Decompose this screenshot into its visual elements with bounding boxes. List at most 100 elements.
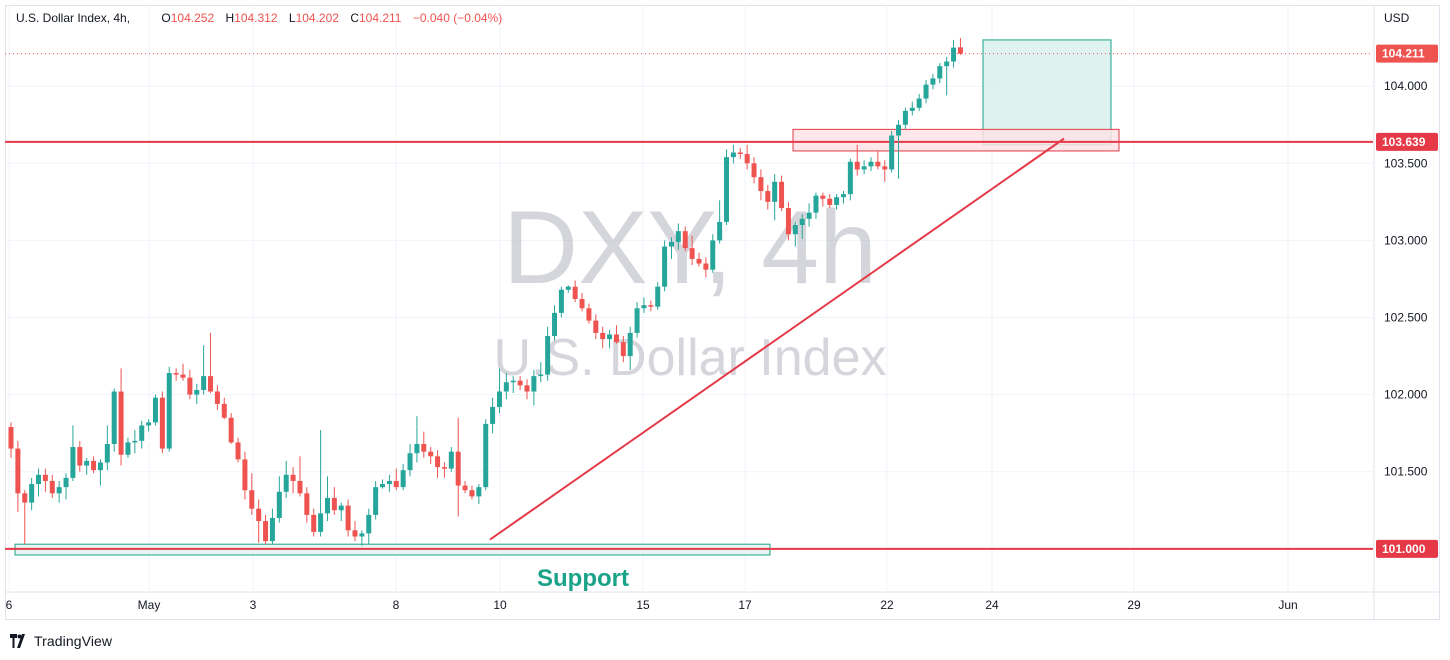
candle-body xyxy=(641,305,647,309)
candle-body xyxy=(393,480,399,488)
candle-body xyxy=(579,299,585,309)
candle-body xyxy=(552,312,558,337)
candlestick-chart[interactable]: DXY, 4h U.S. Dollar Index Support 103.63… xyxy=(0,0,1450,625)
candle xyxy=(902,107,908,130)
candle xyxy=(655,282,661,310)
candle-body xyxy=(937,66,943,79)
candle-body xyxy=(84,460,90,466)
levels: 103.639 101.000 104.211 xyxy=(5,44,1438,558)
close-value: 104.211 xyxy=(358,11,402,25)
candle xyxy=(737,147,743,159)
price-tick-label: 102.500 xyxy=(1384,311,1428,325)
currency-label: USD xyxy=(1384,11,1410,25)
candle xyxy=(221,397,227,420)
candle-body xyxy=(503,382,509,392)
candle xyxy=(937,63,943,84)
low-label: L xyxy=(288,11,296,25)
candle-body xyxy=(496,391,502,407)
candle xyxy=(682,226,688,252)
candle-body xyxy=(22,493,28,503)
candle-body xyxy=(441,467,447,469)
candle-body xyxy=(146,422,152,426)
candle xyxy=(565,285,571,293)
candle-body xyxy=(63,477,69,488)
candle xyxy=(386,474,392,492)
candle xyxy=(345,499,351,537)
candle-body xyxy=(772,181,778,202)
candle-body xyxy=(125,442,131,455)
time-tick-label: 3 xyxy=(250,598,257,612)
candle xyxy=(896,120,902,179)
candle xyxy=(77,440,83,472)
zones: Support xyxy=(14,39,1120,592)
support-label: Support xyxy=(537,565,629,592)
resistance-zone xyxy=(792,128,1120,152)
watermark-symbol: DXY, 4h xyxy=(503,190,877,306)
candle xyxy=(476,484,482,505)
candle xyxy=(208,332,214,394)
price-label-text: 103.639 xyxy=(1382,135,1426,149)
candles xyxy=(8,38,963,546)
footer[interactable]: TradingView xyxy=(8,630,112,652)
price-tick-label: 102.000 xyxy=(1384,388,1428,402)
candle xyxy=(441,462,447,478)
candle-body xyxy=(242,459,248,491)
candle-body xyxy=(97,462,103,471)
candle xyxy=(916,93,922,111)
candle xyxy=(235,437,241,463)
candle xyxy=(290,467,296,494)
time-tick-label: 29 xyxy=(1127,598,1141,612)
candle-body xyxy=(400,470,406,488)
price-tick-label: 104.000 xyxy=(1384,79,1428,93)
candle xyxy=(730,144,736,164)
candle-body xyxy=(944,61,950,67)
candle-body xyxy=(689,248,695,259)
watermark: DXY, 4h U.S. Dollar Index xyxy=(493,190,886,387)
candle-body xyxy=(448,451,454,469)
candle xyxy=(22,490,28,545)
candle-body xyxy=(854,161,860,170)
candle-body xyxy=(593,320,599,333)
candle xyxy=(483,419,489,491)
candle-body xyxy=(730,152,736,158)
candle-body xyxy=(861,166,867,170)
candle-body xyxy=(345,505,351,531)
candle xyxy=(269,508,275,545)
candle-body xyxy=(607,334,613,340)
candle xyxy=(331,487,337,515)
candle xyxy=(586,303,592,324)
candle xyxy=(689,235,695,266)
candle-body xyxy=(201,376,207,390)
candle-body xyxy=(634,308,640,333)
candle-body xyxy=(490,406,496,424)
candle-body xyxy=(923,84,929,99)
candle-body xyxy=(159,397,165,449)
candle xyxy=(366,508,372,545)
time-tick-label: 6 xyxy=(6,598,13,612)
candle xyxy=(607,329,613,349)
footer-brand: TradingView xyxy=(34,633,113,649)
candle xyxy=(421,431,427,458)
candle xyxy=(469,485,475,500)
candle-body xyxy=(737,152,743,155)
candle-body xyxy=(359,533,365,537)
candle xyxy=(324,476,330,522)
candle-body xyxy=(916,98,922,108)
candle-body xyxy=(483,423,489,488)
change-value: −0.040 (−0.04%) xyxy=(412,11,503,25)
candle-body xyxy=(56,487,62,494)
candle-body xyxy=(813,195,819,213)
candle-body xyxy=(648,305,654,307)
candle xyxy=(359,530,365,546)
candle xyxy=(194,383,200,404)
candle xyxy=(42,468,48,492)
time-tick-label: May xyxy=(138,598,161,612)
candle-body xyxy=(455,451,461,486)
low-value: 104.202 xyxy=(295,11,339,25)
tradingview-logo-icon xyxy=(10,634,25,648)
candle-body xyxy=(173,373,179,375)
candle-body xyxy=(421,443,427,452)
candle xyxy=(779,175,785,212)
candle xyxy=(56,480,62,503)
close-label: C xyxy=(350,11,359,25)
